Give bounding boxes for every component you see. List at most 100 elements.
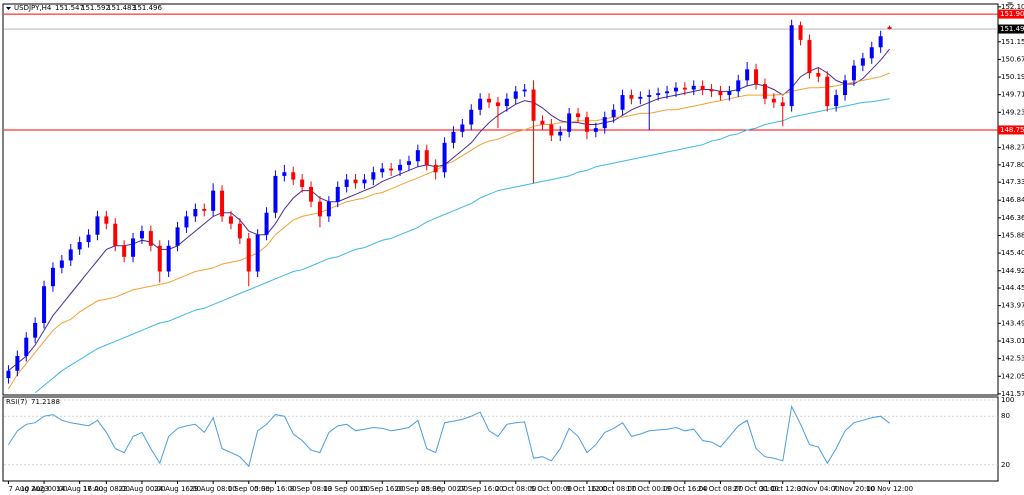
x-tick-label: 9 Oct 16:00 [566,485,607,493]
candle-body [629,95,634,99]
candle-body [184,216,189,228]
x-tick-label: 5 Sep 16:00 [254,485,296,493]
x-tick-label: 27 Sep 16:00 [457,485,504,493]
candle-body [798,25,803,40]
y-tick-label: 147.800 [1001,161,1024,169]
price-panel [2,3,999,396]
candle-body [549,124,554,136]
candle-body [68,249,73,261]
rsi-panel [2,396,999,482]
candle-body [584,117,589,132]
candle-body [211,190,216,211]
x-tick-label: 20 Sep 08:00 [394,485,441,493]
candle-body [317,201,322,217]
y-tick-label: 148.270 [1001,144,1024,152]
x-tick-label: 22 Aug 00:00 [118,485,165,493]
candle-body [415,150,420,162]
y-tick-label: 149.230 [1001,108,1024,116]
x-tick-label: 31 Oct 12:00 [760,485,806,493]
candle-body [576,113,581,118]
candle-body [59,260,64,268]
candle-body [50,267,55,287]
candle-body [406,161,411,165]
candle-body [789,25,794,107]
price-label-box [998,24,1024,34]
header: USDJPY,H4 151.547 151.592 151.483 151.49… [6,4,162,12]
candle-body [15,356,20,371]
candle-body [246,238,251,272]
candle-body [709,89,714,92]
level-label-box [998,9,1024,19]
candle-body [148,231,153,246]
candle-body [442,142,447,173]
close-value: 151.496 [133,4,162,12]
candle-body [202,209,207,211]
x-tick-label: 15 Sep 16:00 [359,485,406,493]
candle-body [602,117,607,129]
x-tick-label: 25 Sep 00:00 [421,485,468,493]
candle-body [495,102,500,107]
x-tick-label: 5 Oct 00:00 [531,485,572,493]
candle-body [424,150,429,165]
level-label: 151.903 [1000,10,1024,18]
candle-body [326,201,331,217]
candle-body [673,87,678,92]
y-tick-label: 150.190 [1001,73,1024,81]
y-tick-label: 145.400 [1001,249,1024,257]
y-tick-label: 143.970 [1001,302,1024,310]
candle-body [344,179,349,187]
x-tick-label: 3 Nov 04:00 [797,485,840,493]
candle-body [460,124,465,132]
candle-body [77,242,82,250]
menu-arrow [6,7,11,10]
x-tick-label: 7 Nov 20:00 [833,485,876,493]
candle-body [193,209,198,217]
candle-body [264,212,269,235]
candle-body [380,168,385,173]
candle-body [718,91,723,96]
candle-body [665,91,670,94]
moving-average [34,98,890,394]
candle-body [451,131,456,143]
candle-body [237,223,242,239]
candle-body [95,216,100,235]
candle-body [540,120,545,125]
candle-body [843,80,848,96]
candle-body [104,216,109,224]
candle-body [700,85,705,90]
candle-body [558,131,563,136]
moving-average [7,72,890,390]
candle-body [638,96,643,99]
symbol: USDJPY,H4 [14,4,52,12]
y-tick-label: 142.050 [1001,372,1024,380]
candle-body [860,58,865,66]
candle-body [691,85,696,90]
candle-body [389,168,394,171]
candle-body [487,98,492,103]
candle-body [504,98,509,107]
candle-body [113,223,118,246]
candle-body [825,76,830,107]
candle-body [398,164,403,171]
moving-average [8,48,890,372]
candle-body [24,337,29,357]
candle-body [682,87,687,90]
candle-body [878,36,883,48]
candle-body [531,89,536,121]
candle-body [309,186,314,202]
candle-body [611,109,616,118]
candle-body [656,93,661,96]
candle-body [157,245,162,272]
candle-body [139,231,144,239]
candle-body [851,65,856,81]
y-tick-label: 141.570 [1001,390,1024,398]
candle-body [780,102,785,107]
y-tick-label: 142.53 [1001,355,1024,363]
y-tick-label: 147.330 [1001,178,1024,186]
rsi-tick-label: 100 [1001,396,1014,404]
y-tick-label: 144.920 [1001,267,1024,275]
candle-body [513,91,518,99]
candle-body [762,84,767,99]
y-tick-label: 143.490 [1001,319,1024,327]
